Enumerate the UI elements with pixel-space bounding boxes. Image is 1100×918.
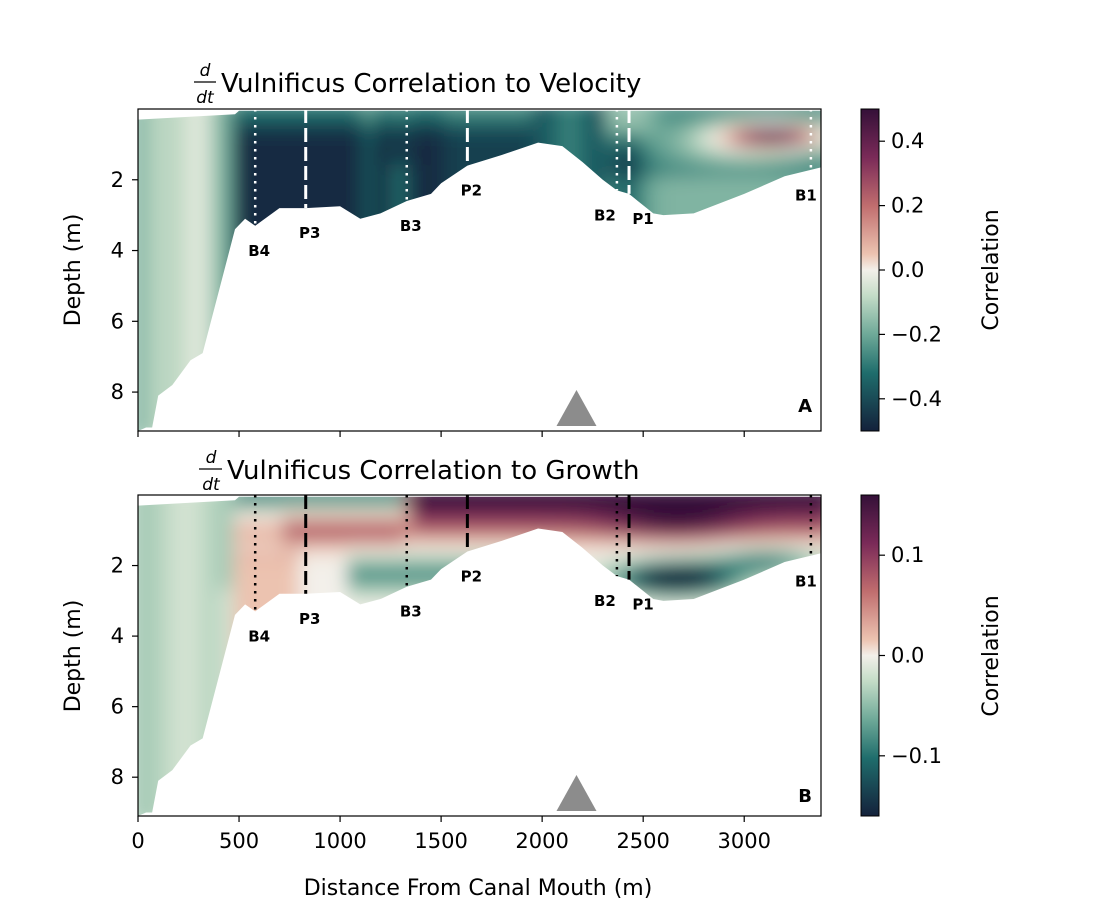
station-label-p3: P3 (299, 610, 320, 628)
station-label-p3: P3 (299, 224, 320, 242)
title-fraction-numerator: d (206, 448, 217, 468)
panel-b-colorbar (860, 494, 880, 817)
location-marker-triangle (556, 390, 597, 426)
station-label-b1: B1 (795, 572, 817, 590)
panel-a: d dt Vulnificus Correlation to Velocity … (61, 61, 1004, 437)
x-tick-label: 1500 (414, 829, 467, 853)
panel-a-title: d dt Vulnificus Correlation to Velocity (194, 61, 641, 108)
y-tick-label: 4 (111, 624, 124, 648)
panel-b-colorbar-label: Correlation (979, 595, 1004, 716)
panel-b-frame (137, 494, 822, 817)
panel-b-stations: B4 P3 B3 P2 B2 P1 B1 (248, 495, 817, 645)
colorbar-tick-label: 0.0 (891, 258, 924, 282)
panel-b-title: d dt Vulnificus Correlation to Growth (199, 448, 640, 495)
panel-b: d dt Vulnificus Correlation to Growth B4… (61, 448, 1004, 901)
x-tick-label: 1000 (313, 829, 366, 853)
panel-a-title-text: Vulnificus Correlation to Velocity (221, 69, 641, 99)
y-tick-label: 6 (111, 309, 124, 333)
panel-b-title-text: Vulnificus Correlation to Growth (227, 456, 640, 486)
y-tick-label: 2 (111, 168, 124, 192)
colorbar-tick-label: −0.4 (891, 387, 942, 411)
title-fraction-numerator: d (200, 61, 211, 81)
panel-a-colorbar (860, 108, 880, 432)
panel-b-label: B (798, 786, 812, 807)
colorbar-tick-label: −0.1 (891, 744, 942, 768)
panel-a-ylabel: Depth (m) (61, 214, 86, 327)
station-label-p2: P2 (461, 182, 482, 200)
x-tick-label: 0 (131, 829, 144, 853)
colorbar-tick-label: 0.4 (891, 129, 924, 153)
station-label-b3: B3 (400, 217, 422, 235)
station-label-p2: P2 (461, 567, 482, 585)
station-label-b2: B2 (594, 592, 616, 610)
panel-a-colorbar-label: Correlation (979, 209, 1004, 330)
panel-b-correlation-field (138, 496, 821, 816)
y-tick-label: 6 (111, 695, 124, 719)
colorbar-tick-label: −0.2 (891, 322, 942, 346)
x-tick-label: 2500 (616, 829, 669, 853)
x-tick-label: 3000 (717, 829, 770, 853)
x-tick-label: 500 (219, 829, 259, 853)
colorbar-tick-label: 0.1 (891, 543, 924, 567)
station-label-b3: B3 (400, 603, 422, 621)
x-axis-label: Distance From Canal Mouth (m) (304, 876, 653, 901)
panel-a-frame (137, 108, 822, 432)
panel-b-ylabel: Depth (m) (61, 600, 86, 713)
station-label-b1: B1 (795, 187, 817, 205)
station-label-p1: P1 (632, 596, 653, 614)
colorbar-tick-label: 0.2 (891, 194, 924, 218)
x-tick-label: 2000 (515, 829, 568, 853)
station-label-b2: B2 (594, 206, 616, 224)
y-tick-label: 8 (111, 765, 124, 789)
panel-a-label: A (798, 396, 812, 417)
station-label-b4: B4 (248, 627, 270, 645)
station-label-p1: P1 (632, 210, 653, 228)
y-tick-label: 8 (111, 380, 124, 404)
y-tick-label: 4 (111, 239, 124, 263)
location-marker-triangle (556, 775, 597, 811)
panel-a-stations: B4 P3 B3 P2 B2 P1 B1 (248, 109, 817, 260)
station-label-b4: B4 (248, 242, 270, 260)
panel-a-correlation-field (138, 110, 821, 432)
title-fraction-denominator: dt (202, 475, 221, 495)
y-tick-label: 2 (111, 554, 124, 578)
title-fraction-denominator: dt (196, 88, 215, 108)
colorbar-tick-label: 0.0 (891, 644, 924, 668)
